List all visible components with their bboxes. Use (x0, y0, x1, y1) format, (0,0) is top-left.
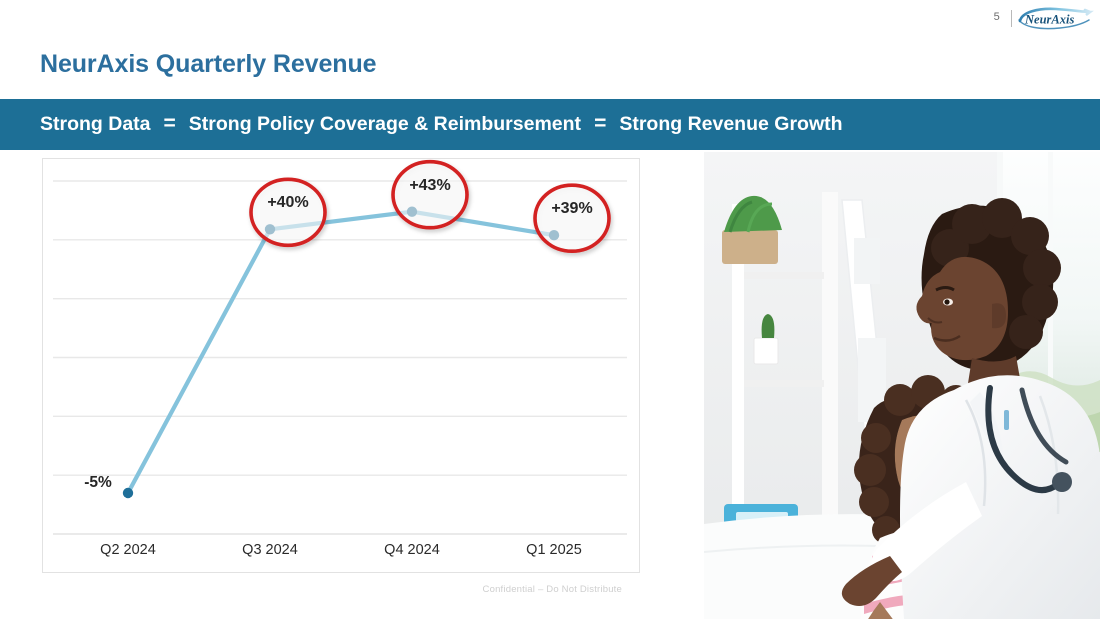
header-divider (1011, 10, 1012, 27)
svg-text:NeurAxis: NeurAxis (1024, 13, 1074, 27)
equals-icon-2: = (594, 112, 607, 135)
banner-part-2: Strong Policy Coverage & Reimbursement (188, 113, 582, 135)
x-axis-label: Q3 2024 (242, 542, 298, 558)
chart-data-points (122, 206, 560, 499)
chart-gridlines (53, 180, 627, 535)
banner-content: Strong Data = Strong Policy Coverage & R… (0, 113, 843, 136)
equals-icon-1: = (163, 112, 176, 135)
confidential-footer: Confidential – Do Not Distribute (482, 584, 622, 595)
chart-series-line (125, 209, 557, 496)
slide-header: 5 NeurAxis (0, 0, 1100, 42)
revenue-chart: Q2 2024 Q3 2024 Q4 2024 Q1 2025 +40% +43% +39… (42, 158, 640, 573)
headline-banner: Strong Data = Strong Policy Coverage & R… (0, 99, 1100, 150)
x-axis-label: Q4 2024 (384, 542, 440, 558)
chart-callouts (249, 159, 611, 254)
banner-part-3: Strong Revenue Growth (619, 113, 843, 135)
x-axis-label: Q1 2025 (526, 542, 582, 558)
page-title: NeurAxis Quarterly Revenue (40, 50, 377, 78)
clinic-photo (704, 152, 1100, 619)
banner-part-1: Strong Data (40, 113, 151, 135)
neuraxis-logo: NeurAxis (1016, 6, 1094, 32)
chart-plot-area (43, 159, 639, 572)
x-axis-label: Q2 2024 (100, 542, 156, 558)
chart-x-axis: Q2 2024 Q3 2024 Q4 2024 Q1 2025 (43, 542, 639, 566)
page-number: 5 (993, 11, 1000, 23)
